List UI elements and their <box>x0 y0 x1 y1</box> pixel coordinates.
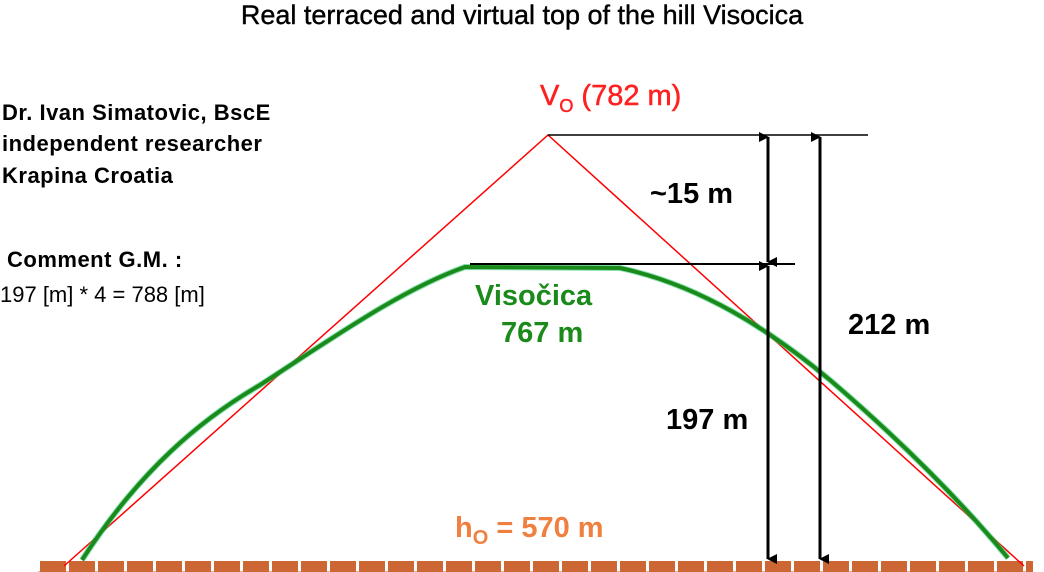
hill-profile <box>80 264 1010 562</box>
comment-heading: Comment G.M. : <box>7 247 183 272</box>
hill-height-label: 767 m <box>501 317 584 349</box>
comment-formula: 197 [m] * 4 = 788 [m] <box>0 282 205 307</box>
author-role: independent researcher <box>2 131 263 156</box>
difference-label: ~15 m <box>650 178 734 210</box>
virtual-top-subscript: O <box>559 95 574 117</box>
base-value: = 570 m <box>496 512 604 544</box>
hill-name-label: Visočica <box>475 280 593 312</box>
author-location: Krapina Croatia <box>2 163 174 188</box>
ground-base <box>38 560 1033 572</box>
total-height-label: 212 m <box>848 309 931 341</box>
virtual-top-label: VO (782 m) <box>540 80 682 117</box>
base-subscript: O <box>472 526 489 549</box>
diagram-title: Real terraced and virtual top of the hil… <box>240 0 804 30</box>
author-name: Dr. Ivan Simatovic, BscE <box>2 100 271 125</box>
base-height-label: hO = 570 m <box>455 512 604 550</box>
real-height-label: 197 m <box>666 404 749 436</box>
virtual-top-outline <box>63 133 1025 567</box>
virtual-top-value: (782 m) <box>581 80 682 113</box>
base-symbol: h <box>455 512 473 544</box>
virtual-top-symbol: V <box>540 80 560 113</box>
